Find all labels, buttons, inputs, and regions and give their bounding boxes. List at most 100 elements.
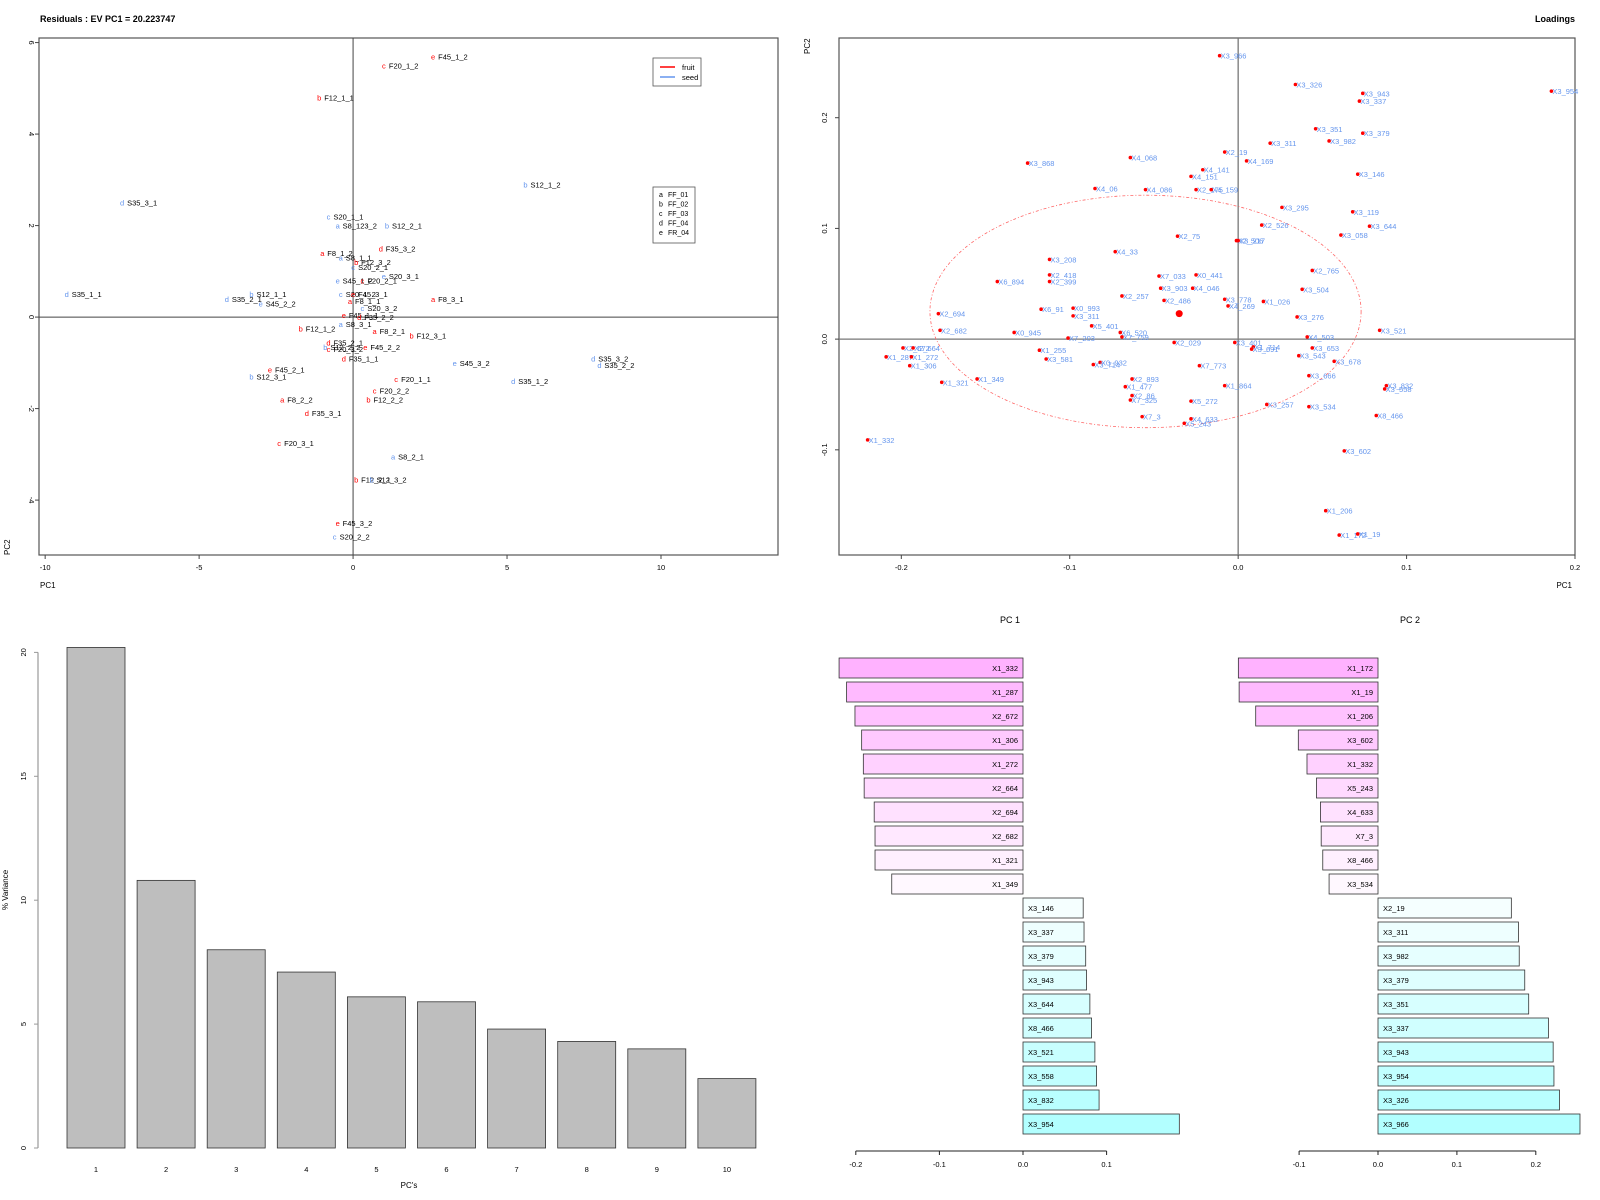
pc1-bar-label: X3_337 [1028, 928, 1054, 937]
loading-point: X1_172 [1337, 531, 1366, 540]
score-point-marker: b [354, 258, 358, 267]
pc1-bar-label: X1_332 [992, 664, 1018, 673]
loading-point-label: X4_068 [1131, 154, 1157, 163]
loadings-plot-frame [838, 37, 1576, 556]
loading-point-label: X2_526 [1263, 221, 1289, 230]
score-point-label: S12_3_2 [377, 476, 407, 485]
pc2-bar-item: X5_243 [1316, 777, 1379, 799]
loading-point-marker [1313, 126, 1318, 131]
loading-point: X3_521 [1377, 326, 1406, 335]
scores-plot: Residuals : EV PC1 = 20.223747 PC1 PC2 -… [3, 14, 779, 590]
score-point-marker: c [360, 276, 364, 285]
scores-ytick-label: -2 [27, 405, 36, 412]
pc2-bar-label: X4_633 [1347, 808, 1373, 817]
pc1-bar-item: X3_954 [1022, 1113, 1180, 1135]
pc2-bar-label: X3_337 [1383, 1024, 1409, 1033]
loading-point: X3_119 [1350, 208, 1379, 217]
loading-point-marker [1549, 89, 1554, 93]
confidence-ellipse [929, 194, 1362, 429]
loading-point-label: X1_272 [912, 353, 938, 362]
loading-point-label: X3_678 [1335, 357, 1361, 366]
score-point: a F8_2_2 [280, 395, 313, 404]
loading-point-label: X4_046 [1194, 284, 1220, 293]
loading-point-label: X2_672 [904, 344, 930, 353]
loading-point: X1_287 [884, 353, 913, 362]
loading-point-label: X7_773 [1200, 362, 1226, 371]
loading-point: X2_19 [1222, 148, 1247, 157]
score-point: e F45_1_2 [431, 52, 468, 61]
loading-point-label: X0_932 [1101, 358, 1127, 367]
loading-point-marker [1355, 532, 1360, 536]
loading-point-label: X3_119 [1354, 208, 1379, 217]
pc1-xtick-label: 0.0 [1018, 1160, 1028, 1169]
loading-point-marker [936, 311, 941, 316]
pc1-bar-item: X8_466 [1022, 1017, 1092, 1039]
pc1-bar [863, 777, 1024, 799]
loading-point-marker [995, 279, 1000, 284]
loading-point-label: X1_349 [978, 375, 1004, 384]
score-point-marker: b [385, 222, 389, 231]
score-point: e S20_3_1 [382, 272, 419, 281]
pc1-bar [1022, 1041, 1096, 1063]
score-point-label: S45_3_2 [460, 359, 490, 368]
loading-point-marker [865, 438, 870, 442]
loading-point: X0_993 [1071, 304, 1100, 313]
loading-point-label: X1_19 [1359, 530, 1381, 539]
loading-point: X2_257 [1120, 292, 1149, 301]
pc1-bar-item: X1_321 [874, 849, 1024, 871]
pc1-bar [1022, 969, 1087, 991]
pc1-bar-label: X2_664 [992, 784, 1018, 793]
loading-point: X4_141 [1200, 166, 1230, 175]
loading-point: X2_526 [1259, 221, 1289, 230]
pc1-bar-item: X2_694 [873, 801, 1024, 823]
pc1-bar [838, 657, 1024, 679]
loading-point-label: X3_401 [1236, 338, 1262, 347]
pc1-bar [1022, 993, 1091, 1015]
pc1-bar-item: X3_146 [1022, 897, 1084, 919]
score-point: c F20_2_1 [360, 276, 396, 285]
score-point-label: F45_3_1 [358, 290, 388, 299]
scree-ytick-label: 20 [19, 648, 28, 656]
score-point: d F35_2_2 [357, 313, 394, 322]
score-point-label: S35_2_2 [604, 361, 634, 370]
loading-point: X1_026 [1261, 297, 1290, 306]
score-point: c F20_1_2 [382, 61, 418, 70]
loading-point-marker [1261, 299, 1266, 304]
pc2-bar [1238, 681, 1379, 703]
loading-point-marker [1244, 159, 1249, 163]
score-point-marker: b [249, 373, 253, 382]
loading-point-label: X7_325 [1131, 396, 1157, 405]
score-point-marker: b [354, 476, 358, 485]
score-point: e F45_3_1 [351, 290, 388, 299]
score-point-label: F20_1_1 [401, 375, 431, 384]
group-legend-code: b [659, 202, 663, 209]
score-point-marker: e [363, 343, 367, 352]
loading-point: X3_678 [1332, 357, 1361, 366]
loading-point: X3_602 [1342, 447, 1371, 456]
loading-point-label: X7_759 [1123, 333, 1149, 342]
score-point-marker: d [511, 377, 515, 386]
loading-point-label: X1_172 [1340, 531, 1366, 540]
loadings-ytick-label: 0.2 [820, 112, 829, 122]
pc1-bar [873, 801, 1024, 823]
group-legend-code: e [659, 230, 663, 237]
loadings-title: Loadings [1535, 14, 1575, 24]
score-point-label: F45_2_2 [370, 343, 400, 352]
loading-point-label: X2_682 [941, 326, 967, 335]
group-legend-label: FF_03 [668, 211, 688, 218]
pc1-bar-item: X3_943 [1022, 969, 1087, 991]
loading-point: X3_401 [1232, 338, 1262, 347]
score-point: e S45_2_2 [259, 299, 296, 308]
fruit-legend-label: fruit [682, 63, 695, 72]
pc1-xtick-label: -0.2 [849, 1160, 862, 1169]
score-point-marker: b [366, 395, 370, 404]
pc2-bar-item: X1_172 [1237, 657, 1379, 679]
score-point-label: S8_3_1 [346, 320, 372, 329]
loading-point-label: X2_86 [1133, 392, 1155, 401]
loading-point: X7_759 [1120, 333, 1149, 342]
pc1-bar-label: X8_466 [1028, 1024, 1054, 1033]
loading-point-marker [1093, 186, 1097, 191]
loading-point-label: X2_418 [1051, 271, 1077, 280]
pc2-bar-item: X3_351 [1377, 993, 1530, 1015]
pc1-bar-label: X2_694 [992, 808, 1018, 817]
